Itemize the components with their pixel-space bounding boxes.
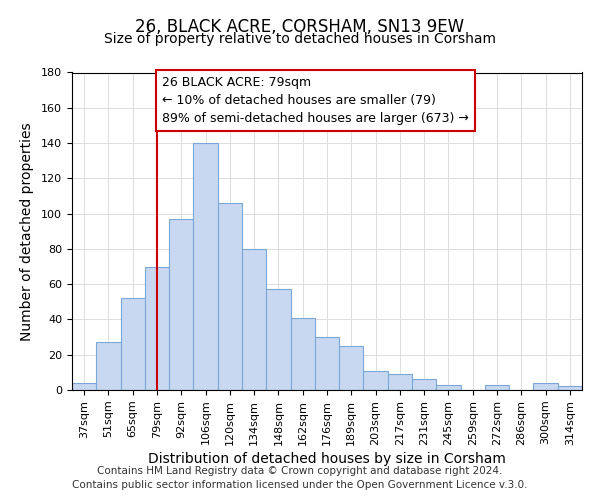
Bar bbox=[290, 318, 315, 390]
X-axis label: Distribution of detached houses by size in Corsham: Distribution of detached houses by size … bbox=[148, 452, 506, 466]
Bar bbox=[96, 342, 121, 390]
Bar bbox=[533, 383, 558, 390]
Y-axis label: Number of detached properties: Number of detached properties bbox=[20, 122, 34, 340]
Bar bbox=[364, 370, 388, 390]
Bar bbox=[558, 386, 582, 390]
Text: Size of property relative to detached houses in Corsham: Size of property relative to detached ho… bbox=[104, 32, 496, 46]
Bar bbox=[266, 290, 290, 390]
Bar bbox=[72, 383, 96, 390]
Bar bbox=[193, 143, 218, 390]
Bar bbox=[388, 374, 412, 390]
Bar bbox=[145, 266, 169, 390]
Bar bbox=[485, 384, 509, 390]
Bar bbox=[339, 346, 364, 390]
Bar bbox=[121, 298, 145, 390]
Bar bbox=[315, 337, 339, 390]
Text: 26, BLACK ACRE, CORSHAM, SN13 9EW: 26, BLACK ACRE, CORSHAM, SN13 9EW bbox=[136, 18, 464, 36]
Bar bbox=[242, 249, 266, 390]
Bar bbox=[218, 203, 242, 390]
Bar bbox=[169, 219, 193, 390]
Bar bbox=[412, 380, 436, 390]
Bar bbox=[436, 384, 461, 390]
Text: Contains HM Land Registry data © Crown copyright and database right 2024.
Contai: Contains HM Land Registry data © Crown c… bbox=[72, 466, 528, 490]
Text: 26 BLACK ACRE: 79sqm
← 10% of detached houses are smaller (79)
89% of semi-detac: 26 BLACK ACRE: 79sqm ← 10% of detached h… bbox=[162, 76, 469, 125]
